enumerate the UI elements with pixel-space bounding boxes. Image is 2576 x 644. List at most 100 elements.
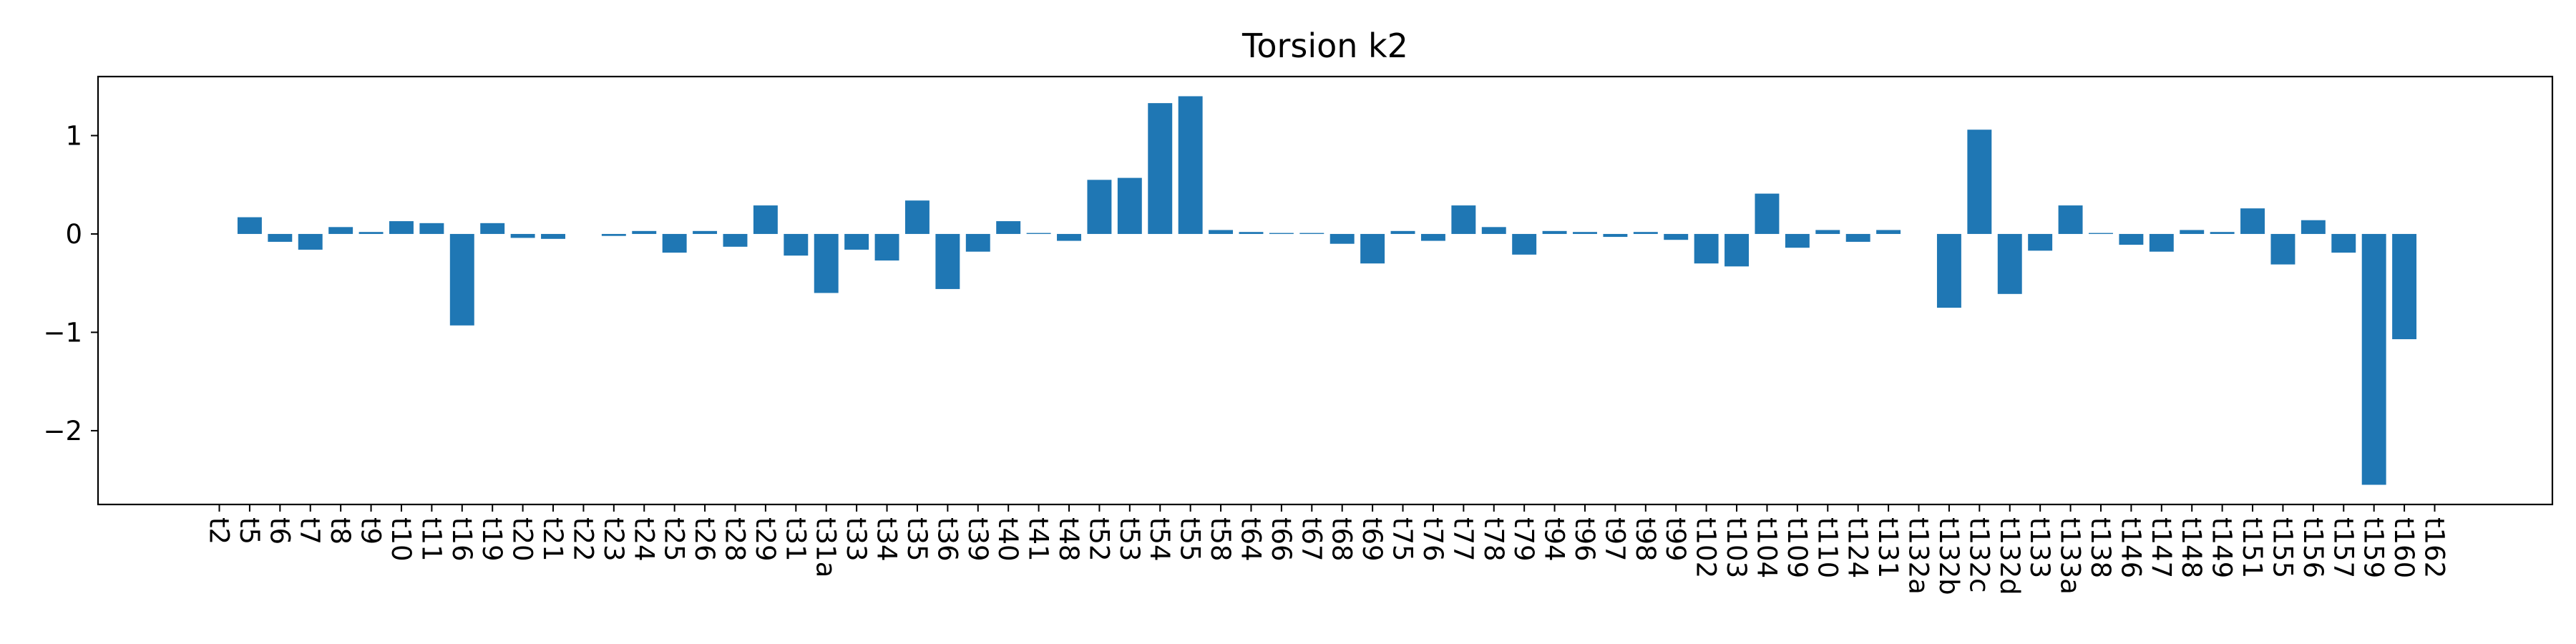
x-tick-label: t36 [932,517,962,562]
plot-frame [97,75,2554,506]
bar-t10 [389,221,414,234]
x-tick-label: t104 [1751,517,1782,578]
x-tick-label: t66 [1266,517,1297,562]
bar-t146 [2119,233,2144,245]
bar-t36 [935,233,960,289]
x-tick-label: t40 [992,517,1023,562]
bar-t99 [1664,233,1689,240]
x-tick-label: t148 [2176,517,2207,578]
x-tick-label: t19 [477,517,507,562]
bar-t132d [1997,233,2022,294]
x-tick-label: t33 [841,517,872,562]
bar-t151 [2240,208,2265,234]
x-tick-label: t102 [1691,517,1722,578]
bar-t48 [1057,233,1081,241]
bar-t133 [2028,233,2053,251]
bar-t132c [1967,130,1992,234]
bar-t26 [693,230,718,234]
bar-t69 [1360,233,1385,264]
bar-t5 [237,217,262,234]
bar-t133a [2058,205,2083,234]
bar-t157 [2331,233,2356,253]
x-tick-label: t132b [1933,517,1964,595]
bar-t160 [2392,233,2417,340]
x-tick-label: t28 [719,517,750,562]
x-tick-label: t24 [628,517,659,562]
bar-t96 [1573,232,1597,234]
x-tick-label: t69 [1357,517,1387,562]
y-tick-label: −1 [43,317,82,348]
bar-t75 [1390,230,1415,234]
x-tick-label: t146 [2115,517,2146,578]
bar-t31 [784,233,809,256]
bars-layer [237,96,2417,485]
bar-t55 [1178,96,1203,234]
bar-t77 [1451,205,1476,234]
x-tick-label: t133 [2024,517,2055,578]
x-tick-label: t97 [1599,517,1630,562]
x-tick-label: t5 [234,517,265,545]
bar-t147 [2149,233,2174,252]
x-tick-label: t78 [1478,517,1509,562]
x-tick-label: t77 [1448,517,1478,562]
y-tick-label: −2 [43,416,82,447]
x-tick-label: t22 [567,517,598,562]
x-tick-label: t54 [1144,517,1175,562]
bar-t66 [1269,233,1294,234]
bar-t8 [328,227,353,234]
x-tick-label: t8 [325,517,356,545]
bar-t7 [298,233,323,250]
bar-t25 [662,233,687,253]
x-tick-label: t52 [1083,517,1114,562]
bar-t64 [1239,232,1264,234]
bar-t159 [2361,233,2386,485]
y-tick-label: 0 [65,219,82,250]
x-tick-label: t6 [264,517,295,545]
x-tick-label: t151 [2237,517,2268,578]
x-tick-label: t16 [447,517,477,562]
bar-t104 [1755,193,1780,234]
x-tick-label: t96 [1569,517,1600,562]
bar-t131 [1876,230,1901,234]
bar-t9 [358,232,384,234]
bar-t39 [965,233,990,252]
bar-t124 [1845,233,1870,242]
x-tick-label: t110 [1812,517,1843,578]
y-tick-label: 1 [65,120,82,151]
x-tick-label: t124 [1843,517,1873,578]
x-tick-label: t149 [2207,517,2238,578]
x-tick-label: t48 [1053,517,1084,562]
bar-t98 [1633,232,1658,234]
bar-t138 [2089,233,2113,234]
x-tick-label: t132d [1994,517,2025,595]
x-tick-label: t31a [811,517,841,577]
bar-t58 [1209,230,1234,234]
bar-t102 [1694,233,1719,264]
bar-t68 [1330,233,1355,244]
bar-t54 [1148,103,1173,234]
bar-t52 [1087,180,1112,234]
bar-t35 [904,200,930,234]
x-tick-label: t39 [962,517,993,562]
x-tick-label: t31 [780,517,811,562]
bar-t16 [449,233,474,326]
x-tick-label: t75 [1387,517,1418,562]
bar-t24 [632,230,657,234]
x-tick-label: t94 [1539,517,1570,562]
x-tick-label: t53 [1114,517,1145,562]
x-tick-label: t25 [659,517,690,562]
x-tick-label: t58 [1205,517,1236,562]
x-tick-label: t10 [386,517,416,562]
bar-t78 [1481,227,1506,234]
bar-t109 [1785,233,1810,248]
bar-t41 [1026,233,1051,234]
x-tick-label: t67 [1296,517,1327,562]
x-tick-label: t160 [2389,517,2419,578]
bar-t103 [1724,233,1750,267]
bar-t19 [480,223,505,234]
x-tick-label: t162 [2419,517,2450,578]
y-axis: 1 0 −1 −2 [43,120,98,447]
x-axis: t2 t5 t6 t7 t8 t9 t10 t11 t16 t19 t20 t21 t22 t23 t24 t… [204,504,2450,595]
x-tick-label: t21 [537,517,568,562]
bar-t29 [753,205,778,234]
